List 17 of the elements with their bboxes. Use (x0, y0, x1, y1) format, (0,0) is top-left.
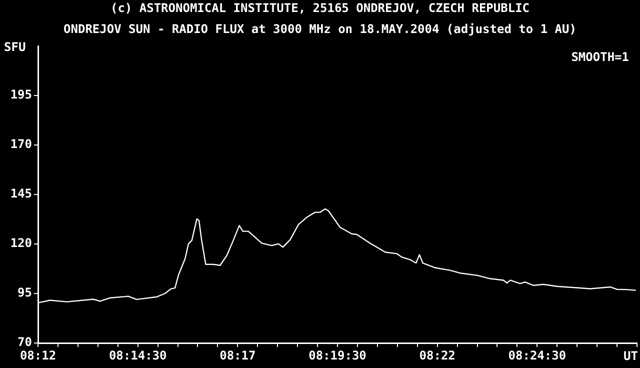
text: (c) ASTRONOMICAL INSTITUTE, 25165 ONDREJOV, CZECH REPUBLIC (110, 1, 530, 16)
x-tick-label: 08:19:30 (308, 348, 366, 362)
x-tick-label: 08:12 (20, 348, 56, 362)
chart-title: ONDREJOV SUN - RADIO FLUX at 3000 MHz on 18.MAY.2004 (adjusted to 1 AU) (64, 22, 576, 36)
y-axis-title: SFU (4, 40, 26, 54)
y-tick-label: 70 (18, 335, 32, 350)
x-tick-label: 08:24:30 (508, 348, 566, 362)
x-axis-title: UT (624, 349, 638, 364)
y-tick-label: 95 (18, 286, 32, 300)
y-tick-label: 120 (10, 236, 32, 250)
x-tick-label: 08:17 (220, 348, 256, 362)
y-tick-label: 170 (10, 137, 32, 152)
y-tick-label: 195 (10, 88, 32, 102)
x-tick-label: 08:14:30 (108, 348, 167, 362)
annotation: SMOOTH=1 (571, 50, 629, 64)
x-tick-label: 08:22 (419, 348, 456, 362)
y-tick-label: 145 (10, 186, 32, 201)
